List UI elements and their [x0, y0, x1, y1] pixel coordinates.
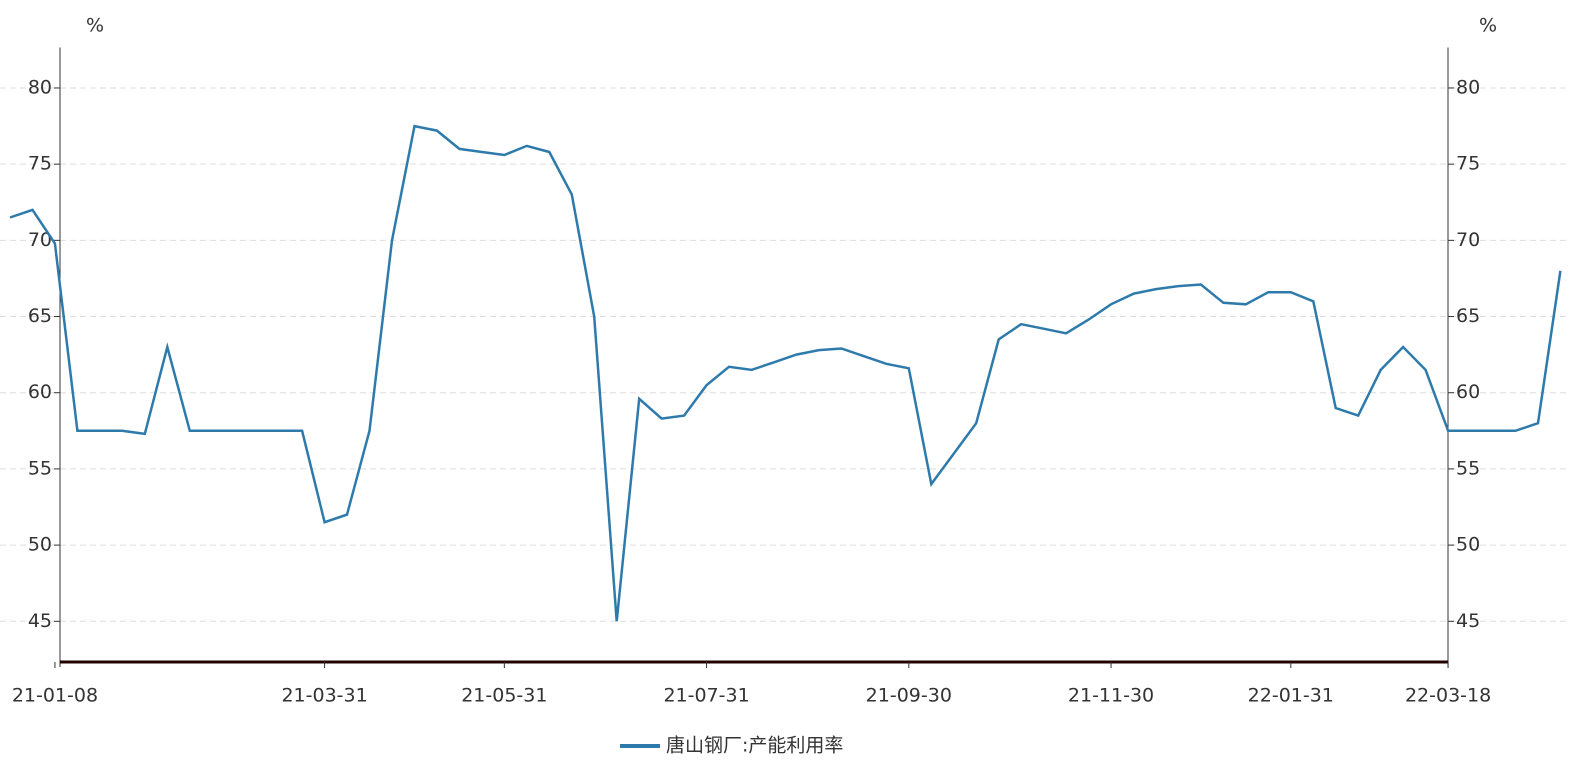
- y2-tick-label: 50: [1456, 534, 1480, 556]
- y-tick-label: 65: [28, 305, 52, 327]
- x-tick-label: 22-03-18: [1405, 685, 1491, 707]
- x-tick-label: 21-11-30: [1068, 685, 1154, 707]
- x-tick-label: 21-07-31: [663, 685, 749, 707]
- y2-tick-label: 55: [1456, 457, 1480, 479]
- series-line: [9, 124, 1562, 622]
- y2-tick-label: 80: [1456, 76, 1480, 98]
- x-tick-label: 22-01-31: [1248, 685, 1334, 707]
- y-tick-label: 60: [28, 381, 52, 403]
- y-tick-label: 55: [28, 457, 52, 479]
- y-tick-label: 50: [28, 534, 52, 556]
- x-tick-label: 21-03-31: [281, 685, 367, 707]
- x-tick-label: 21-05-31: [461, 685, 547, 707]
- y-unit: %: [86, 15, 104, 37]
- y2-tick-label: 75: [1456, 153, 1480, 175]
- legend-label: 唐山钢厂:产能利用率: [666, 735, 843, 757]
- x-tick-label: 21-09-30: [866, 685, 952, 707]
- y2-tick-label: 65: [1456, 305, 1480, 327]
- y2-unit: %: [1479, 15, 1497, 37]
- y-tick-label: 75: [28, 153, 52, 175]
- y2-tick-label: 45: [1456, 610, 1480, 632]
- y2-tick-label: 70: [1456, 229, 1480, 251]
- y-tick-label: 45: [28, 610, 52, 632]
- y-tick-label: 70: [28, 229, 52, 251]
- x-tick-label: 21-01-08: [12, 685, 98, 707]
- y-tick-label: 80: [28, 76, 52, 98]
- y2-tick-label: 60: [1456, 381, 1480, 403]
